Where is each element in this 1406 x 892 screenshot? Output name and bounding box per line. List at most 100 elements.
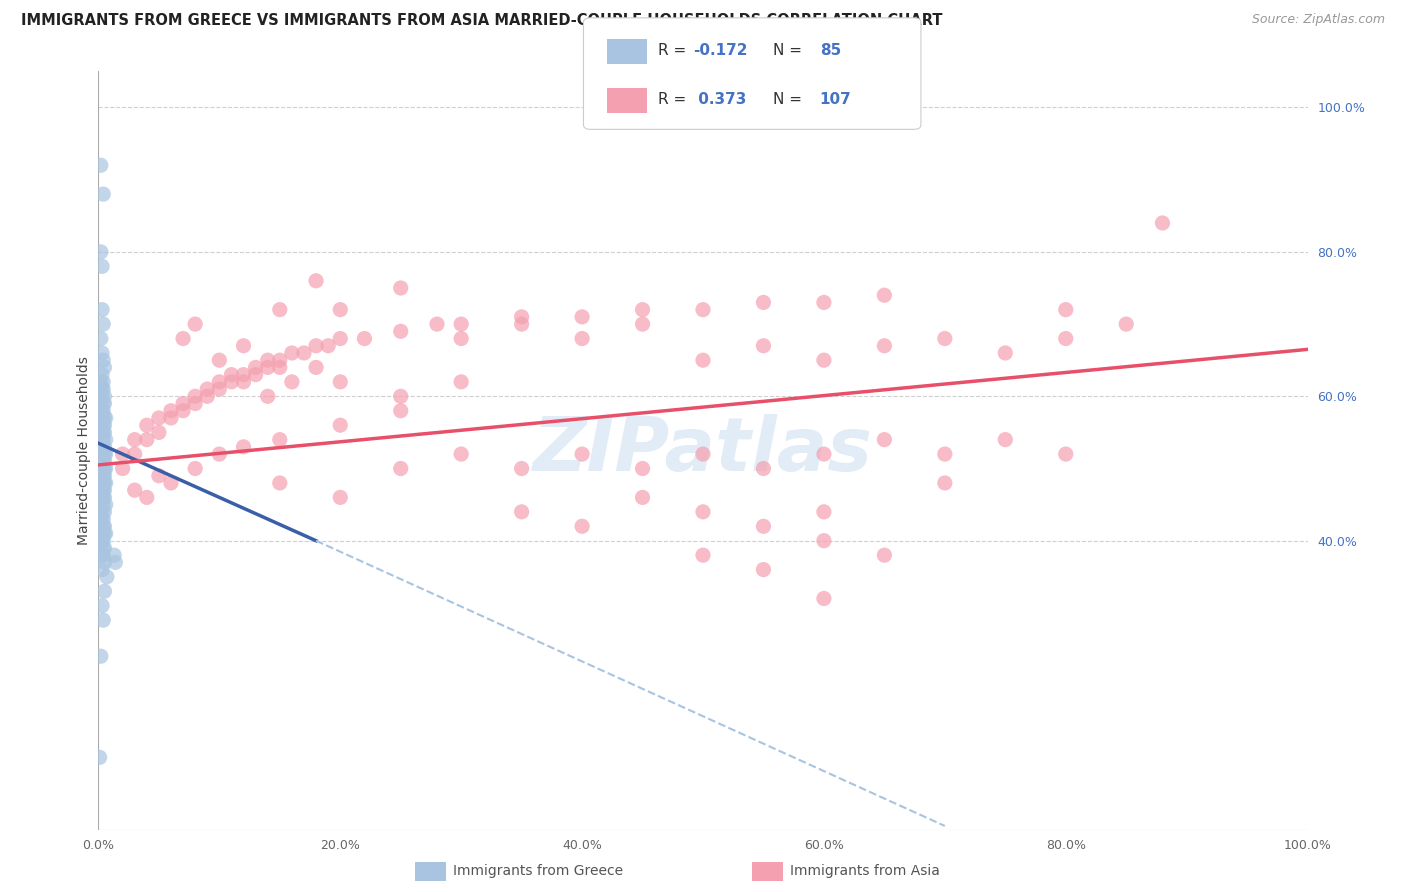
Point bbox=[90, 375, 112, 389]
Point bbox=[91, 368, 114, 382]
Point bbox=[450, 332, 472, 346]
Point bbox=[934, 447, 956, 461]
Point bbox=[813, 353, 835, 368]
Text: IMMIGRANTS FROM GREECE VS IMMIGRANTS FROM ASIA MARRIED-COUPLE HOUSEHOLDS CORRELA: IMMIGRANTS FROM GREECE VS IMMIGRANTS FRO… bbox=[21, 13, 942, 29]
Point bbox=[692, 353, 714, 368]
Point bbox=[329, 375, 352, 389]
Point bbox=[111, 461, 134, 475]
Point bbox=[510, 461, 533, 475]
Point bbox=[111, 447, 134, 461]
Point bbox=[160, 411, 183, 425]
Point bbox=[93, 396, 115, 410]
Text: Source: ZipAtlas.com: Source: ZipAtlas.com bbox=[1251, 13, 1385, 27]
Point bbox=[160, 403, 183, 417]
Point bbox=[93, 425, 115, 440]
Point bbox=[91, 260, 114, 274]
Point bbox=[91, 533, 114, 548]
Point bbox=[91, 375, 114, 389]
Point bbox=[305, 339, 328, 353]
Point bbox=[94, 411, 117, 425]
Point bbox=[208, 447, 231, 461]
Point bbox=[91, 411, 114, 425]
Point bbox=[91, 433, 114, 447]
Point bbox=[94, 461, 117, 475]
Point bbox=[160, 475, 183, 490]
Point bbox=[752, 295, 775, 310]
Point bbox=[813, 295, 835, 310]
Point bbox=[91, 403, 114, 417]
Point bbox=[94, 498, 117, 512]
Point bbox=[90, 244, 112, 259]
Point bbox=[329, 418, 352, 433]
Point bbox=[269, 353, 291, 368]
Point bbox=[1115, 317, 1137, 331]
Point bbox=[232, 368, 254, 382]
Point bbox=[148, 425, 170, 440]
Point bbox=[450, 375, 472, 389]
Point bbox=[91, 382, 114, 396]
Point bbox=[692, 548, 714, 562]
Point bbox=[91, 475, 114, 490]
Point bbox=[329, 332, 352, 346]
Point bbox=[91, 468, 114, 483]
Point bbox=[450, 447, 472, 461]
Point bbox=[873, 433, 896, 447]
Point bbox=[934, 475, 956, 490]
Point bbox=[91, 396, 114, 410]
Point bbox=[510, 505, 533, 519]
Point bbox=[450, 317, 472, 331]
Point bbox=[994, 346, 1017, 360]
Point bbox=[91, 519, 114, 533]
Point bbox=[510, 317, 533, 331]
Point bbox=[94, 526, 117, 541]
Point bbox=[873, 288, 896, 302]
Text: Immigrants from Asia: Immigrants from Asia bbox=[790, 864, 941, 879]
Point bbox=[93, 360, 115, 375]
Text: ZIPatlas: ZIPatlas bbox=[533, 414, 873, 487]
Point bbox=[813, 591, 835, 606]
Point bbox=[91, 425, 114, 440]
Point bbox=[93, 411, 115, 425]
Point bbox=[93, 519, 115, 533]
Point bbox=[692, 447, 714, 461]
Point bbox=[305, 360, 328, 375]
Text: 0.373: 0.373 bbox=[693, 93, 747, 107]
Point bbox=[91, 475, 114, 490]
Point bbox=[135, 491, 157, 505]
Point bbox=[124, 433, 146, 447]
Point bbox=[813, 505, 835, 519]
Point bbox=[89, 750, 111, 764]
Point bbox=[281, 346, 304, 360]
Point bbox=[426, 317, 449, 331]
Point bbox=[389, 461, 412, 475]
Point bbox=[752, 339, 775, 353]
Point bbox=[91, 468, 114, 483]
Point bbox=[91, 346, 114, 360]
Point bbox=[172, 332, 194, 346]
Point bbox=[571, 332, 593, 346]
Point bbox=[91, 548, 114, 562]
Point bbox=[195, 382, 218, 396]
Point bbox=[91, 533, 114, 548]
Point bbox=[94, 433, 117, 447]
Point bbox=[96, 570, 118, 584]
Point bbox=[195, 389, 218, 403]
Point bbox=[934, 332, 956, 346]
Point bbox=[91, 483, 114, 498]
Point bbox=[269, 302, 291, 317]
Point bbox=[93, 447, 115, 461]
Point bbox=[269, 360, 291, 375]
Point bbox=[91, 599, 114, 613]
Point bbox=[752, 519, 775, 533]
Point bbox=[91, 447, 114, 461]
Point bbox=[184, 396, 207, 410]
Point bbox=[631, 461, 654, 475]
Point bbox=[91, 454, 114, 468]
Point bbox=[510, 310, 533, 324]
Point bbox=[93, 454, 115, 468]
Point bbox=[172, 403, 194, 417]
Point bbox=[94, 475, 117, 490]
Point bbox=[91, 613, 114, 627]
Point bbox=[93, 418, 115, 433]
Point bbox=[221, 375, 243, 389]
